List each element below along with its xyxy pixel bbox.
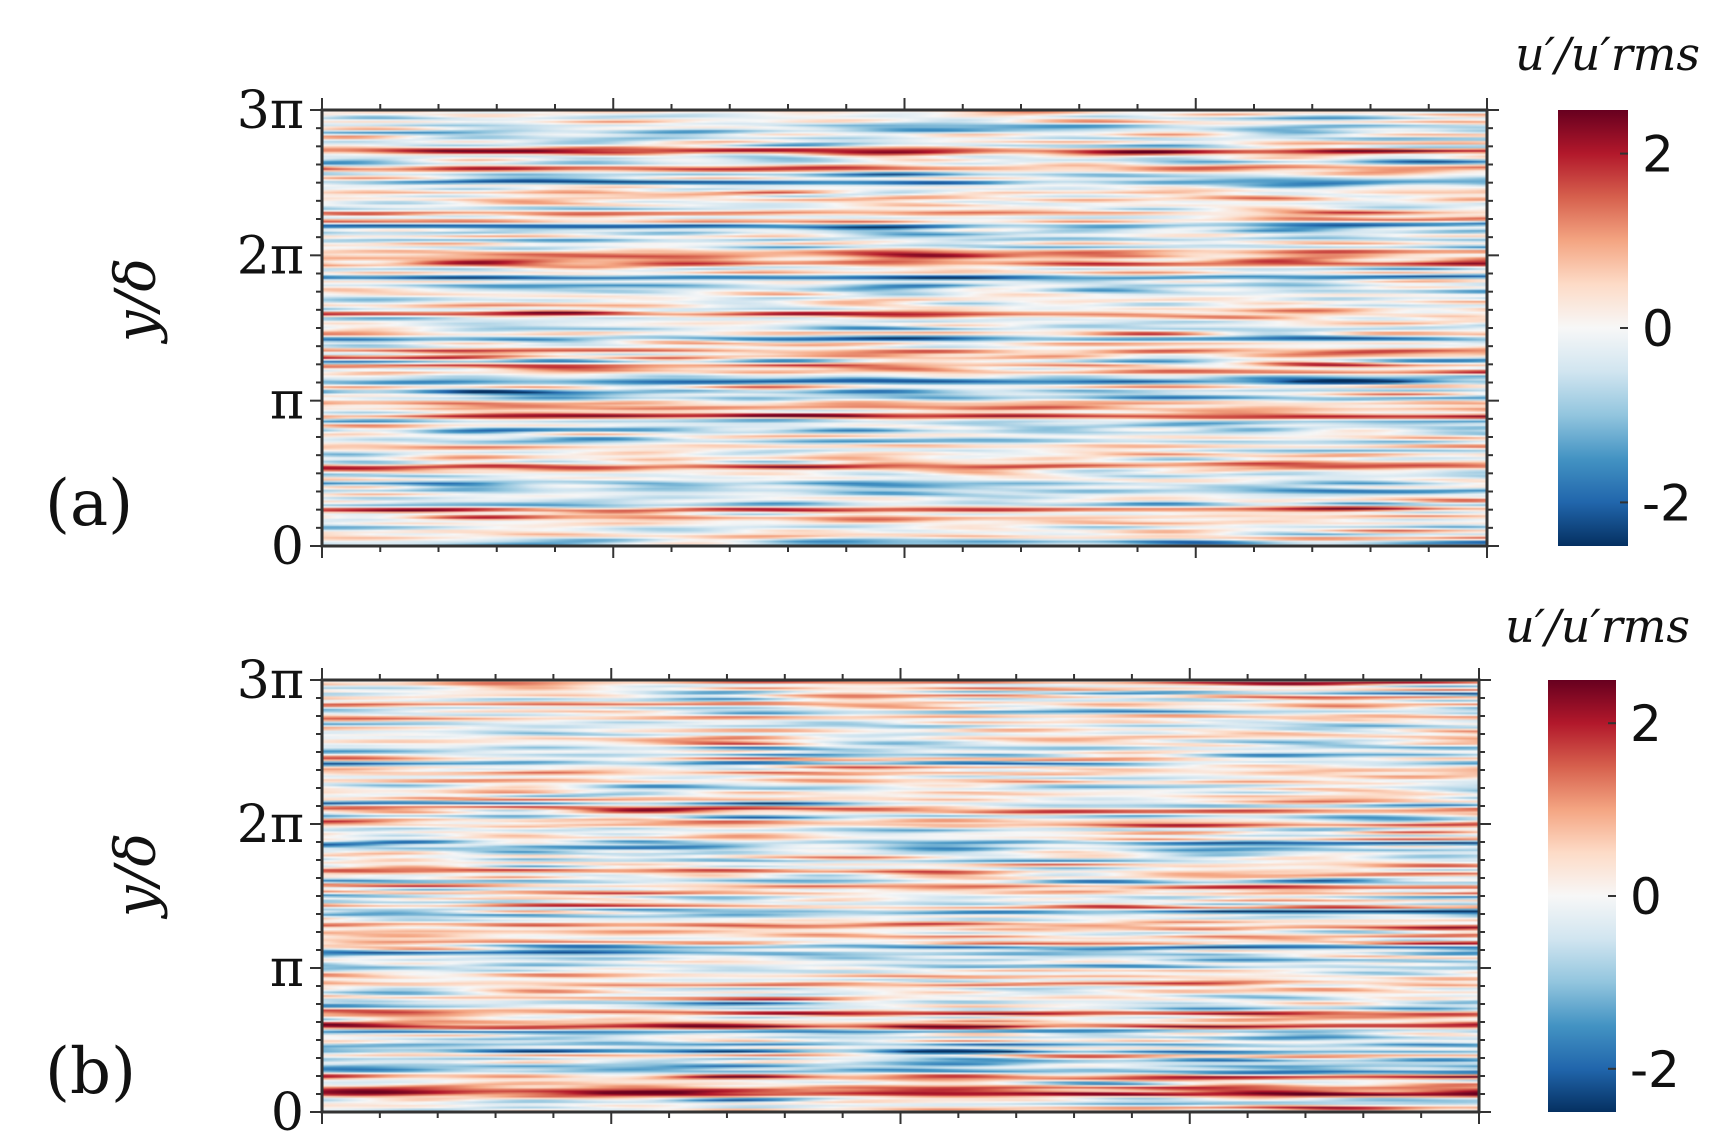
colorbar-tick-label: -2: [1642, 474, 1692, 532]
heatmap-image: [322, 110, 1487, 546]
y-tick-label: 2π: [237, 226, 304, 286]
colorbar-tick-labels: 2 0 -2: [1620, 126, 1692, 532]
y-tick-label: 3π: [237, 81, 304, 141]
y-tick-label: 0: [271, 517, 304, 577]
panel-label: (a): [45, 467, 133, 541]
colorbar-tick-label: -2: [1630, 1041, 1680, 1099]
heatmap-plot: [310, 98, 1499, 558]
heatmap-image: [322, 680, 1479, 1112]
panel-b: (b) y/δ 0 π 2π 3π u′/u′rms 2 0 -2: [45, 599, 1690, 1132]
colorbar-title: u′/u′rms: [1515, 27, 1700, 81]
y-tick-label: 3π: [237, 651, 304, 711]
y-tick-labels: 0 π 2π 3π: [237, 81, 304, 577]
y-axis-label: y/δ: [104, 258, 169, 345]
colorbar-title: u′/u′rms: [1505, 599, 1690, 653]
colorbar-tick-label: 0: [1642, 300, 1674, 358]
panel-label: (b): [45, 1035, 136, 1109]
colorbar: u′/u′rms 2 0 -2: [1515, 27, 1700, 546]
axis-ticks: [310, 98, 1499, 558]
y-tick-label: 2π: [237, 795, 304, 855]
y-tick-label: π: [270, 372, 304, 432]
colorbar-scale: [1558, 110, 1628, 546]
colorbar-tick-labels: 2 0 -2: [1608, 695, 1680, 1099]
axis-ticks: [310, 668, 1491, 1124]
y-tick-label: π: [270, 939, 304, 999]
colorbar-tick-label: 2: [1630, 695, 1662, 753]
y-tick-label: 0: [271, 1083, 304, 1132]
y-axis-label: y/δ: [104, 833, 169, 920]
heatmap-plot: [310, 668, 1491, 1124]
y-tick-labels: 0 π 2π 3π: [237, 651, 304, 1132]
colorbar-tick-label: 2: [1642, 126, 1674, 184]
colorbar-tick-label: 0: [1630, 868, 1662, 926]
colorbar-scale: [1548, 680, 1616, 1112]
panel-a: (a) y/δ 0 π 2π 3π u′/u′rms 2 0 -2: [45, 27, 1700, 577]
colorbar: u′/u′rms 2 0 -2: [1505, 599, 1690, 1112]
